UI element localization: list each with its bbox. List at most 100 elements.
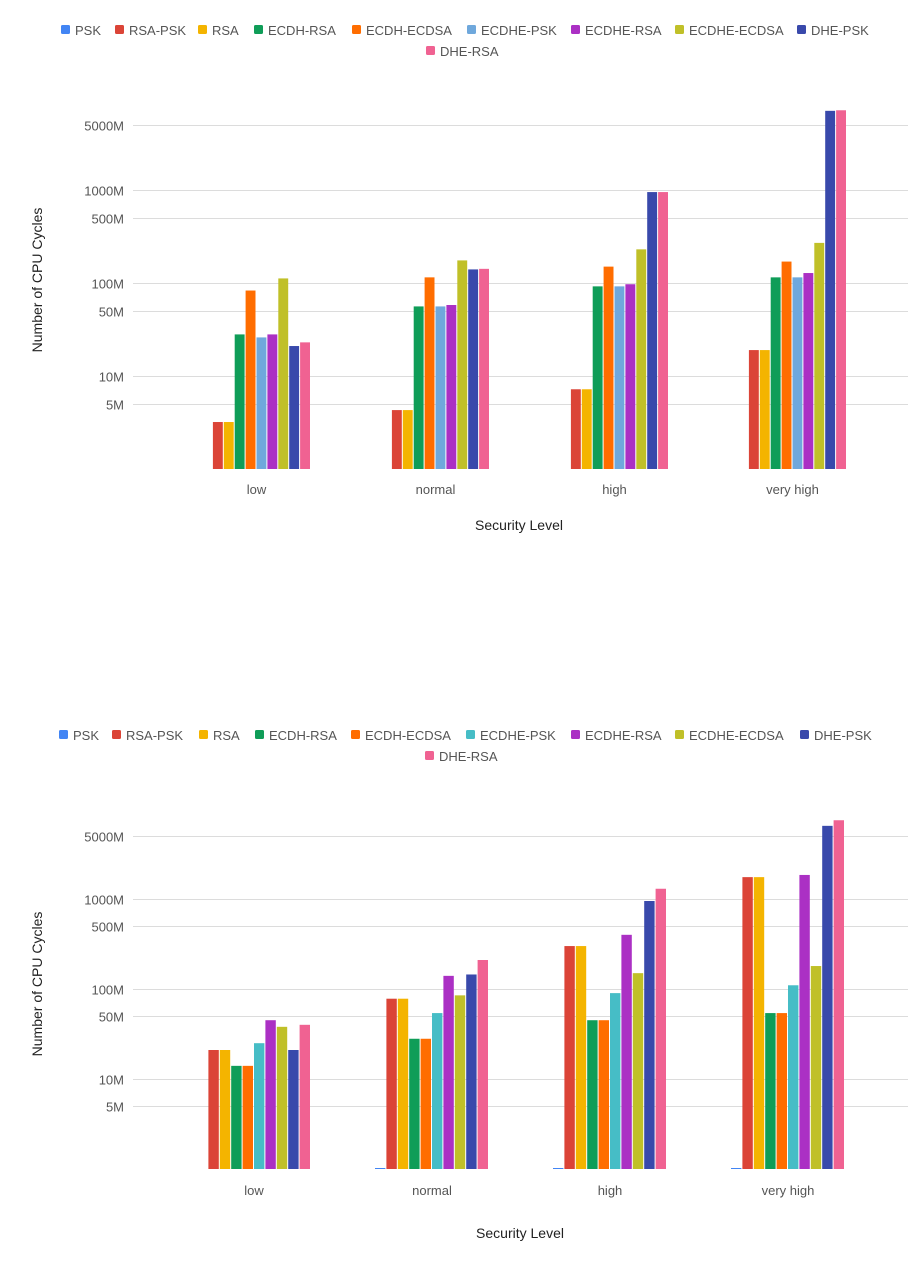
- bottom-bar-normal-ecdh-ecdsa[interactable]: [420, 1038, 431, 1169]
- bottom-legend-item-ecdh-rsa[interactable]: ECDH-RSA: [255, 728, 337, 743]
- top-bar-low-ecdh-rsa[interactable]: [234, 334, 245, 469]
- top-bar-very-high-ecdh-ecdsa[interactable]: [781, 261, 792, 469]
- top-bar-normal-ecdhe-psk[interactable]: [435, 306, 446, 469]
- bottom-bar-low-rsa-psk[interactable]: [208, 1050, 219, 1169]
- bottom-legend-item-ecdh-ecdsa[interactable]: ECDH-ECDSA: [351, 728, 451, 743]
- top-bar-high-ecdhe-psk[interactable]: [614, 286, 625, 469]
- top-bar-very-high-rsa-psk[interactable]: [748, 350, 759, 469]
- bottom-x-tick-label-low: low: [244, 1183, 264, 1198]
- bottom-bar-very-high-psk[interactable]: [731, 1168, 742, 1169]
- bottom-bar-high-psk[interactable]: [553, 1168, 564, 1169]
- bottom-bar-high-ecdhe-rsa[interactable]: [621, 934, 632, 1169]
- bottom-legend-item-rsa-psk[interactable]: RSA-PSK: [112, 728, 183, 743]
- bottom-bar-low-ecdhe-ecdsa[interactable]: [276, 1026, 288, 1169]
- top-bar-normal-ecdhe-ecdsa[interactable]: [457, 260, 468, 469]
- top-bar-high-dhe-psk[interactable]: [647, 192, 658, 469]
- bottom-bar-high-dhe-rsa[interactable]: [655, 888, 666, 1169]
- bottom-bar-low-ecdh-ecdsa[interactable]: [242, 1065, 253, 1169]
- top-bar-very-high-ecdhe-rsa[interactable]: [803, 273, 814, 469]
- top-legend-item-rsa[interactable]: RSA: [198, 23, 239, 38]
- bottom-bar-very-high-rsa[interactable]: [753, 877, 765, 1169]
- top-bar-low-ecdhe-ecdsa[interactable]: [278, 278, 289, 469]
- bottom-bar-low-ecdhe-psk[interactable]: [254, 1043, 265, 1169]
- bottom-legend-swatch-rsa: [199, 730, 208, 739]
- top-bar-high-dhe-rsa[interactable]: [658, 192, 668, 469]
- top-bar-very-high-ecdh-rsa[interactable]: [770, 277, 781, 469]
- bottom-bar-very-high-dhe-rsa[interactable]: [833, 820, 844, 1169]
- top-legend-item-rsa-psk[interactable]: RSA-PSK: [115, 23, 186, 38]
- bottom-legend-item-dhe-rsa[interactable]: DHE-RSA: [425, 749, 498, 764]
- bottom-bar-very-high-ecdhe-rsa[interactable]: [799, 874, 810, 1169]
- top-bar-low-ecdhe-psk[interactable]: [256, 337, 267, 469]
- bottom-legend-item-ecdhe-ecdsa[interactable]: ECDHE-ECDSA: [675, 728, 784, 743]
- bottom-legend-item-dhe-psk[interactable]: DHE-PSK: [800, 728, 872, 743]
- bottom-bar-normal-psk[interactable]: [375, 1168, 386, 1169]
- top-legend-item-ecdhe-psk[interactable]: ECDHE-PSK: [467, 23, 557, 38]
- bottom-bar-high-rsa[interactable]: [575, 946, 587, 1169]
- bottom-bar-low-ecdhe-rsa[interactable]: [265, 1020, 276, 1169]
- bottom-bar-normal-dhe-psk[interactable]: [466, 974, 477, 1169]
- top-bar-normal-rsa-psk[interactable]: [391, 410, 402, 469]
- top-y-tick-label-50m: 50M: [99, 305, 124, 320]
- bottom-bar-normal-ecdh-rsa[interactable]: [409, 1038, 420, 1169]
- top-legend-label-ecdh-ecdsa: ECDH-ECDSA: [366, 23, 452, 38]
- top-bar-high-ecdh-ecdsa[interactable]: [603, 266, 614, 469]
- bottom-bar-high-ecdh-rsa[interactable]: [587, 1020, 598, 1169]
- bottom-bar-normal-ecdhe-ecdsa[interactable]: [454, 995, 466, 1169]
- top-bar-high-ecdhe-rsa[interactable]: [625, 284, 636, 469]
- top-bar-low-ecdh-ecdsa[interactable]: [245, 290, 256, 469]
- top-legend-item-ecdhe-ecdsa[interactable]: ECDHE-ECDSA: [675, 23, 784, 38]
- top-legend-item-dhe-rsa[interactable]: DHE-RSA: [426, 44, 499, 59]
- top-bar-very-high-ecdhe-ecdsa[interactable]: [814, 242, 825, 469]
- top-bar-normal-ecdh-ecdsa[interactable]: [424, 277, 435, 469]
- bottom-bar-low-dhe-rsa[interactable]: [299, 1024, 310, 1169]
- bottom-bar-low-ecdh-rsa[interactable]: [231, 1065, 242, 1169]
- bottom-legend-item-ecdhe-rsa[interactable]: ECDHE-RSA: [571, 728, 662, 743]
- top-bar-high-rsa[interactable]: [581, 389, 592, 469]
- bottom-bar-normal-ecdhe-psk[interactable]: [432, 1013, 443, 1169]
- bottom-bar-very-high-ecdh-ecdsa[interactable]: [776, 1013, 787, 1169]
- top-bar-high-ecdhe-ecdsa[interactable]: [636, 249, 647, 469]
- bottom-bar-high-ecdh-ecdsa[interactable]: [598, 1020, 609, 1169]
- top-legend-item-psk[interactable]: PSK: [61, 23, 101, 38]
- bottom-legend-item-ecdhe-psk[interactable]: ECDHE-PSK: [466, 728, 556, 743]
- top-bar-very-high-dhe-rsa[interactable]: [836, 110, 846, 470]
- bottom-bar-very-high-rsa-psk[interactable]: [742, 877, 753, 1169]
- bottom-legend-label-ecdh-ecdsa: ECDH-ECDSA: [365, 728, 451, 743]
- top-bar-high-ecdh-rsa[interactable]: [592, 286, 603, 469]
- top-bar-normal-ecdh-rsa[interactable]: [413, 306, 424, 469]
- top-bar-normal-dhe-psk[interactable]: [468, 269, 479, 469]
- bottom-bar-very-high-dhe-psk[interactable]: [822, 825, 833, 1169]
- bottom-bar-high-rsa-psk[interactable]: [564, 946, 575, 1169]
- top-bar-low-dhe-psk[interactable]: [289, 346, 300, 469]
- bottom-bar-normal-dhe-rsa[interactable]: [477, 960, 488, 1169]
- top-bar-high-rsa-psk[interactable]: [570, 389, 581, 469]
- top-bar-very-high-dhe-psk[interactable]: [825, 110, 836, 469]
- top-legend-item-ecdh-rsa[interactable]: ECDH-RSA: [254, 23, 336, 38]
- bottom-bar-normal-rsa-psk[interactable]: [386, 998, 397, 1169]
- bottom-bar-very-high-ecdhe-ecdsa[interactable]: [810, 966, 822, 1169]
- bottom-bar-low-rsa[interactable]: [219, 1050, 231, 1169]
- top-bar-very-high-ecdhe-psk[interactable]: [792, 277, 803, 469]
- bottom-bar-low-dhe-psk[interactable]: [288, 1050, 299, 1169]
- bottom-bar-high-ecdhe-ecdsa[interactable]: [632, 973, 644, 1169]
- top-bar-low-rsa[interactable]: [223, 422, 234, 469]
- top-legend-item-ecdhe-rsa[interactable]: ECDHE-RSA: [571, 23, 662, 38]
- bottom-legend-item-rsa[interactable]: RSA: [199, 728, 240, 743]
- bottom-bar-high-dhe-psk[interactable]: [644, 901, 655, 1169]
- top-bar-low-rsa-psk[interactable]: [212, 422, 223, 469]
- top-legend-item-dhe-psk[interactable]: DHE-PSK: [797, 23, 869, 38]
- top-legend-item-ecdh-ecdsa[interactable]: ECDH-ECDSA: [352, 23, 452, 38]
- bottom-bar-normal-ecdhe-rsa[interactable]: [443, 975, 454, 1169]
- bottom-bar-very-high-ecdh-rsa[interactable]: [765, 1013, 776, 1169]
- top-bar-low-dhe-rsa[interactable]: [300, 342, 310, 469]
- top-bar-normal-dhe-rsa[interactable]: [479, 268, 489, 469]
- top-bar-very-high-rsa[interactable]: [759, 350, 770, 469]
- top-bar-normal-ecdhe-rsa[interactable]: [446, 305, 457, 469]
- bottom-legend-item-psk[interactable]: PSK: [59, 728, 99, 743]
- top-bar-low-ecdhe-rsa[interactable]: [267, 334, 278, 469]
- bottom-bar-high-ecdhe-psk[interactable]: [610, 993, 621, 1169]
- bottom-bar-normal-rsa[interactable]: [397, 998, 409, 1169]
- bottom-bar-very-high-ecdhe-psk[interactable]: [788, 985, 799, 1169]
- top-bar-normal-rsa[interactable]: [402, 410, 413, 469]
